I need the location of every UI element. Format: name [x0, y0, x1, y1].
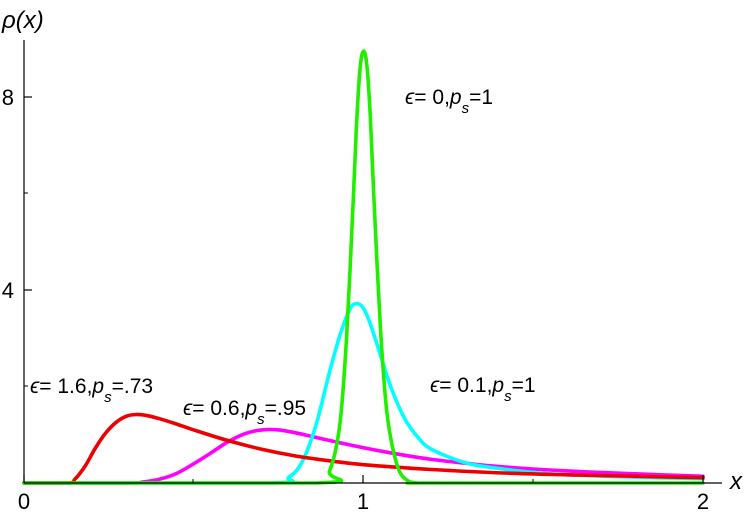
annotation-eps-1.6: ϵ= 1.6,ps=.73: [30, 375, 153, 406]
series-line-cyan: [22, 301, 705, 485]
annotation-ps-value: 1: [481, 86, 493, 109]
annotation-ps-value: .95: [277, 397, 306, 420]
annotation-eps-0.6: ϵ= 0.6,ps=.95: [183, 397, 306, 428]
y-tick-label-8: 8: [2, 85, 14, 110]
series-line-red: [22, 412, 705, 485]
series-layer: [22, 49, 705, 485]
y-tick-label-4: 4: [2, 278, 14, 303]
annotation-eps-value: 1.6: [57, 375, 86, 398]
x-tick-label-2: 2: [697, 489, 709, 514]
annotation-ps-value: 1: [524, 374, 536, 397]
y-axis-label: ρ(x): [1, 7, 44, 34]
annotation-eps-value: 0: [432, 86, 444, 109]
annotation-eps-0.1: ϵ= 0.1,ps=1: [430, 374, 536, 405]
x-axis-label: x: [729, 468, 743, 495]
annotation-eps-0: ϵ= 0,ps=1: [405, 86, 493, 117]
annotation-ps-value: .73: [124, 375, 153, 398]
x-tick-label-0: 0: [18, 489, 30, 514]
annotation-eps-value: 0.6: [210, 397, 239, 420]
annotation-eps-value: 0.1: [457, 374, 486, 397]
x-tick-label-1: 1: [357, 489, 369, 514]
